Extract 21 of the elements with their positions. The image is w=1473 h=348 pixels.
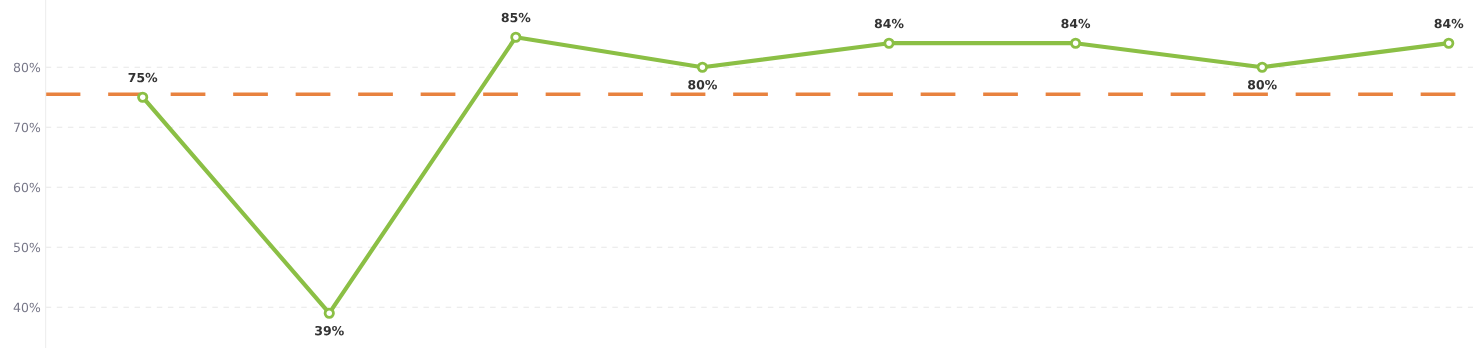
point — [137, 91, 149, 103]
point — [510, 31, 522, 43]
text: 84% — [1434, 18, 1464, 29]
y-tick-label: 40% — [13, 302, 41, 313]
text: 80% — [688, 79, 717, 90]
y-tick-label: 70% — [14, 122, 41, 133]
point — [323, 307, 335, 319]
text: 80% — [1247, 79, 1277, 90]
point — [1443, 37, 1455, 49]
y-tick-label: 80% — [13, 62, 41, 73]
y-tick-label: 50% — [13, 242, 41, 253]
text: 85% — [501, 12, 531, 23]
y-tick-label: 60% — [13, 182, 41, 193]
text: 39% — [315, 325, 344, 336]
text: 75% — [128, 72, 158, 83]
text: 84% — [1061, 18, 1091, 29]
text: 84% — [874, 18, 904, 29]
point — [1256, 61, 1268, 73]
point — [1070, 37, 1082, 49]
point — [696, 61, 708, 73]
point — [883, 37, 895, 49]
